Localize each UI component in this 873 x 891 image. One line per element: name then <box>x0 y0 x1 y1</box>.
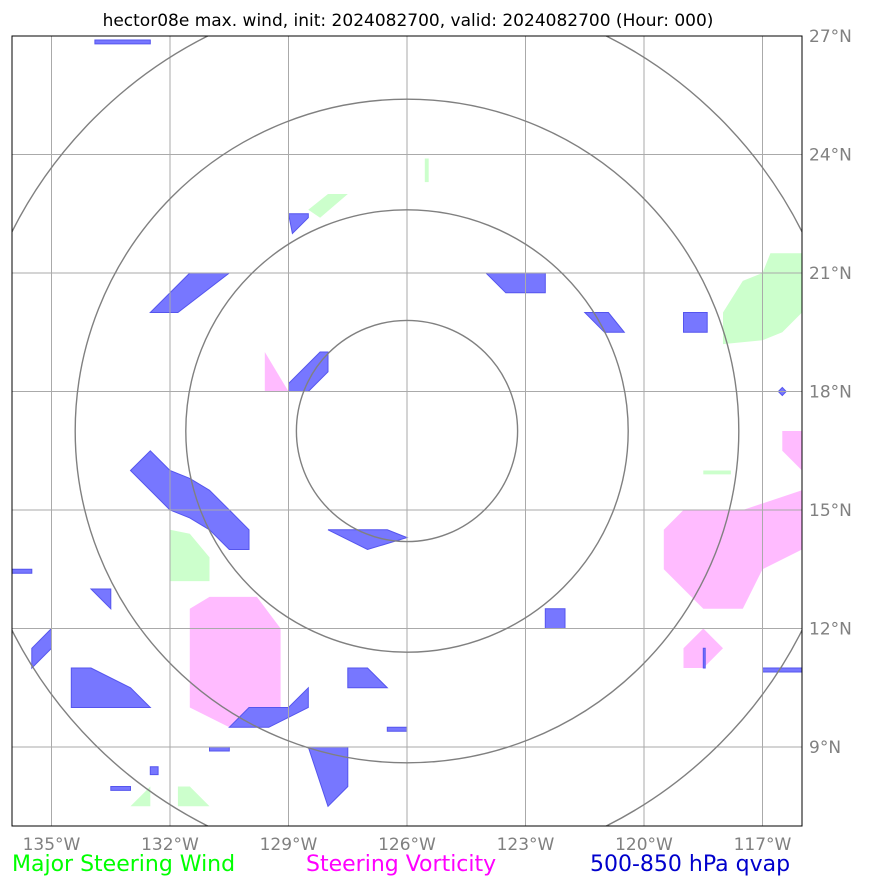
plot-area: 135°W 132°W 129°W 126°W 123°W 120°W 117°W 9°N 12… <box>11 27 852 855</box>
x-tick-label: 126°W <box>378 835 436 855</box>
x-tick-label: 117°W <box>734 835 792 855</box>
field-polygon <box>110 786 131 791</box>
range-ring <box>295 319 519 543</box>
y-tick-label: 15°N <box>809 501 852 521</box>
x-tick-label: 120°W <box>615 835 673 855</box>
field-polygon <box>347 667 389 689</box>
field-polygon <box>386 726 408 732</box>
field-polygon <box>703 470 731 475</box>
field-polygon <box>177 786 210 807</box>
field-polygon <box>209 746 230 752</box>
field-polygon <box>287 213 309 235</box>
field-polygon <box>308 194 348 218</box>
field-polygon <box>683 312 708 333</box>
field-polygon <box>189 596 281 728</box>
field-polygon <box>70 667 152 708</box>
chart-title: hector08e max. wind, init: 2024082700, v… <box>103 11 714 31</box>
y-tick-label: 21°N <box>809 264 852 284</box>
field-polygon <box>130 786 151 807</box>
x-tick-label: 135°W <box>23 835 81 855</box>
field-polygon <box>782 431 802 471</box>
legend-steering-vorticity: Steering Vorticity <box>306 852 497 877</box>
field-polygon <box>31 627 52 670</box>
range-ring <box>74 98 740 764</box>
field-polygon <box>149 272 231 313</box>
legend-qvap: 500-850 hPa qvap <box>590 852 791 877</box>
field-polygon <box>583 312 626 333</box>
field-polygon <box>228 686 309 728</box>
field-polygon <box>288 351 329 392</box>
plot-content <box>12 36 802 826</box>
y-tick-label: 18°N <box>809 383 852 403</box>
range-ring <box>12 36 802 826</box>
y-tick-label: 24°N <box>809 146 852 166</box>
y-tick-label: 27°N <box>809 27 852 47</box>
field-polygon <box>12 568 33 574</box>
layer-steering-vorticity <box>189 352 802 728</box>
layer-500-850-hpa-qvap <box>12 39 802 808</box>
range-ring <box>185 209 629 653</box>
legend-major-steering-wind: Major Steering Wind <box>12 852 236 877</box>
field-polygon <box>424 158 429 183</box>
y-tick-label: 9°N <box>809 738 841 758</box>
x-tick-label: 132°W <box>141 835 199 855</box>
field-polygon <box>264 352 289 392</box>
x-tick-label: 129°W <box>260 835 318 855</box>
field-polygon <box>544 608 566 629</box>
x-tick-label: 123°W <box>497 835 555 855</box>
field-polygon <box>702 647 706 669</box>
y-tick-label: 12°N <box>809 620 852 640</box>
field-polygon <box>327 529 409 551</box>
field-polygon <box>149 766 159 776</box>
field-polygon <box>89 588 112 611</box>
field-polygon <box>170 529 210 582</box>
field-polygon <box>663 490 802 609</box>
plot-frame <box>11 35 803 827</box>
field-polygon <box>484 272 546 294</box>
field-polygon <box>762 667 802 673</box>
field-polygon <box>94 39 151 45</box>
